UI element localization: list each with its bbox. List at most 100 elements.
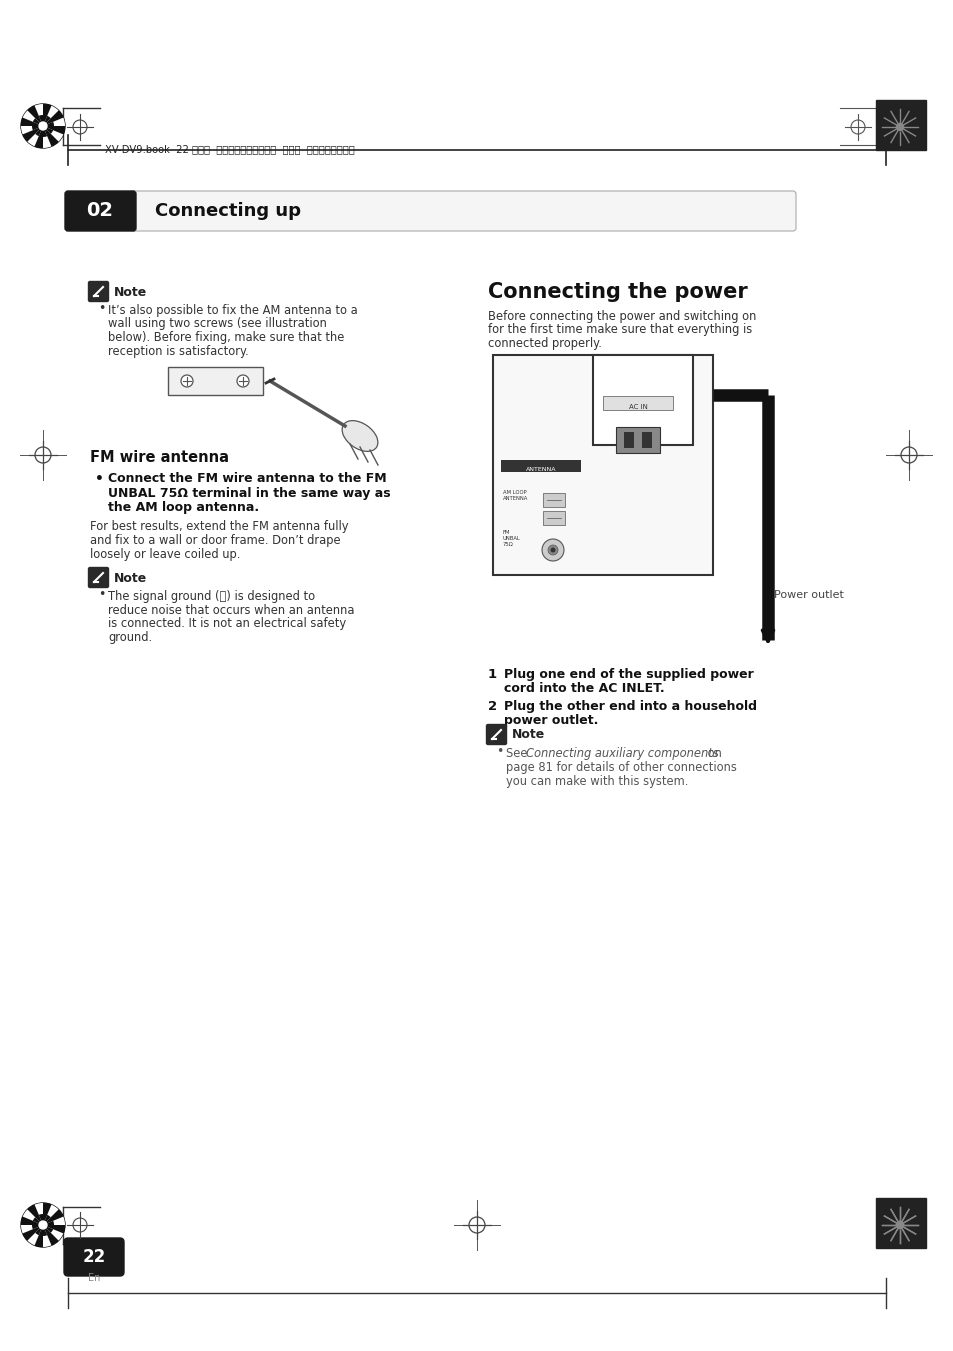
Text: 1: 1	[488, 667, 497, 681]
Text: •: •	[98, 303, 105, 315]
Wedge shape	[21, 1225, 43, 1233]
Circle shape	[21, 104, 65, 149]
Text: Note: Note	[512, 728, 545, 742]
Text: UNBAL 75Ω terminal in the same way as: UNBAL 75Ω terminal in the same way as	[108, 486, 390, 500]
Text: power outlet.: power outlet.	[503, 713, 598, 727]
Bar	[493, 355, 712, 576]
Bar	[875, 1198, 925, 1248]
FancyBboxPatch shape	[89, 567, 109, 588]
Wedge shape	[39, 1215, 43, 1225]
Wedge shape	[32, 126, 43, 130]
FancyBboxPatch shape	[89, 281, 109, 301]
Wedge shape	[43, 116, 51, 126]
Text: FM
UNBAL
75Ω: FM UNBAL 75Ω	[502, 530, 520, 547]
Wedge shape	[32, 1225, 43, 1229]
Text: cord into the AC INLET.: cord into the AC INLET.	[503, 682, 664, 694]
Circle shape	[541, 539, 563, 561]
Wedge shape	[21, 126, 43, 134]
Circle shape	[550, 547, 555, 553]
FancyBboxPatch shape	[64, 1238, 124, 1275]
Text: Connecting auxiliary components: Connecting auxiliary components	[525, 747, 718, 761]
Text: Before connecting the power and switching on: Before connecting the power and switchin…	[488, 309, 756, 323]
Bar	[623, 432, 634, 449]
Circle shape	[39, 122, 47, 130]
Wedge shape	[34, 1202, 43, 1225]
Wedge shape	[43, 126, 63, 142]
Text: Plug one end of the supplied power: Plug one end of the supplied power	[503, 667, 753, 681]
Text: Connecting the power: Connecting the power	[488, 282, 747, 303]
Wedge shape	[43, 1215, 51, 1225]
Circle shape	[896, 1221, 902, 1228]
Bar	[875, 100, 925, 150]
Text: 02: 02	[87, 201, 113, 220]
Text: Power outlet: Power outlet	[773, 590, 843, 600]
Text: you can make with this system.: you can make with this system.	[505, 774, 688, 788]
Text: connected properly.: connected properly.	[488, 336, 601, 350]
Wedge shape	[43, 1225, 53, 1232]
Circle shape	[896, 123, 902, 131]
Text: Connect the FM wire antenna to the FM: Connect the FM wire antenna to the FM	[108, 471, 386, 485]
Text: wall using two screws (see illustration: wall using two screws (see illustration	[108, 317, 327, 331]
Text: reduce noise that occurs when an antenna: reduce noise that occurs when an antenna	[108, 604, 355, 616]
Wedge shape	[43, 1225, 47, 1236]
Bar	[593, 355, 692, 444]
Wedge shape	[34, 104, 43, 126]
Text: below). Before fixing, make sure that the: below). Before fixing, make sure that th…	[108, 331, 344, 345]
Text: Plug the other end into a household: Plug the other end into a household	[503, 700, 757, 713]
Circle shape	[882, 1206, 917, 1243]
Text: •: •	[95, 471, 104, 486]
Text: See: See	[505, 747, 531, 761]
Wedge shape	[43, 105, 58, 126]
Text: for the first time make sure that everything is: for the first time make sure that everyt…	[488, 323, 752, 336]
Text: Note: Note	[113, 285, 147, 299]
Wedge shape	[28, 126, 43, 146]
Wedge shape	[43, 126, 53, 134]
Text: •: •	[496, 744, 503, 758]
Text: and fix to a wall or door frame. Don’t drape: and fix to a wall or door frame. Don’t d…	[90, 534, 340, 547]
Text: En: En	[88, 1273, 100, 1283]
Wedge shape	[28, 1225, 43, 1246]
Wedge shape	[43, 126, 47, 136]
Bar	[542, 511, 564, 526]
Text: AM LOOP
ANTENNA: AM LOOP ANTENNA	[502, 490, 528, 501]
Wedge shape	[32, 1217, 43, 1225]
Text: 22: 22	[82, 1248, 106, 1266]
Text: Connecting up: Connecting up	[154, 203, 301, 220]
FancyBboxPatch shape	[65, 190, 136, 231]
Text: loosely or leave coiled up.: loosely or leave coiled up.	[90, 549, 240, 561]
Wedge shape	[43, 126, 51, 149]
Wedge shape	[43, 1217, 65, 1225]
Bar	[616, 427, 659, 453]
Text: reception is satisfactory.: reception is satisfactory.	[108, 345, 249, 358]
Text: XV-DV9.book  22 ページ  ２００４年２月２０日  金曜日  午前１１時４２分: XV-DV9.book 22 ページ ２００４年２月２０日 金曜日 午前１１時４…	[105, 145, 355, 154]
Bar	[641, 432, 651, 449]
Circle shape	[236, 376, 249, 386]
Wedge shape	[23, 111, 43, 126]
Text: FM wire antenna: FM wire antenna	[90, 450, 229, 465]
Circle shape	[21, 1202, 65, 1247]
Bar	[168, 367, 263, 394]
Text: The signal ground (⏚) is designed to: The signal ground (⏚) is designed to	[108, 590, 314, 603]
Wedge shape	[43, 1225, 51, 1247]
Bar	[602, 396, 672, 409]
Circle shape	[547, 544, 558, 555]
Text: ground.: ground.	[108, 631, 152, 643]
Circle shape	[181, 376, 193, 386]
Text: 2: 2	[488, 700, 497, 713]
Text: •: •	[98, 588, 105, 601]
Wedge shape	[43, 118, 65, 126]
Circle shape	[882, 109, 917, 145]
Wedge shape	[43, 1225, 63, 1240]
Ellipse shape	[342, 420, 377, 451]
Text: AC IN: AC IN	[628, 404, 647, 409]
FancyBboxPatch shape	[130, 190, 795, 231]
Text: the AM loop antenna.: the AM loop antenna.	[108, 501, 259, 513]
Text: on: on	[703, 747, 721, 761]
Wedge shape	[32, 119, 43, 126]
Wedge shape	[35, 1225, 43, 1235]
Circle shape	[896, 1221, 902, 1228]
Wedge shape	[43, 122, 54, 126]
Bar	[500, 459, 580, 471]
Wedge shape	[43, 1205, 58, 1225]
Circle shape	[39, 1221, 47, 1229]
